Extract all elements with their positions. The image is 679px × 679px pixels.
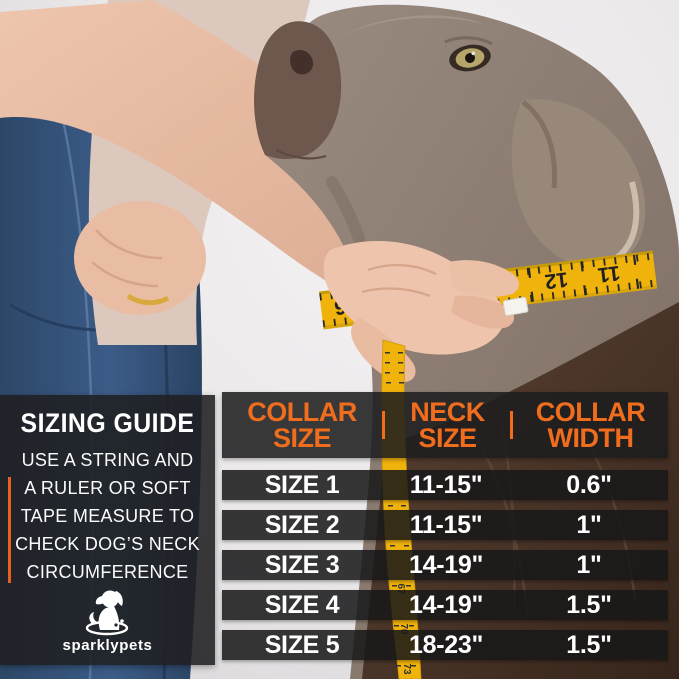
- header-line: NECK: [410, 397, 485, 427]
- dog-eye: [449, 44, 491, 72]
- cell-collar-size: SIZE 3: [264, 550, 340, 579]
- cell-neck-size: 11-15": [409, 470, 483, 499]
- puppy-logo-icon: [85, 590, 128, 636]
- person-fist: [74, 201, 206, 315]
- tape-number: 67: [395, 583, 406, 595]
- header-line: SIZE: [418, 423, 477, 453]
- instruction-line: CHECK DOG’S NECK: [15, 534, 200, 554]
- sizing-guide-panel: SIZING GUIDE USE A STRING AND A RULER OR…: [0, 395, 215, 665]
- tape-number: 12: [543, 267, 569, 293]
- cell-neck-size: 14-19": [409, 550, 483, 579]
- tape-end-tab: [502, 296, 529, 316]
- instruction-line: A RULER OR SOFT: [24, 478, 191, 498]
- column-header-collar-size: COLLAR SIZE: [222, 397, 382, 453]
- cell-collar-width: 1": [576, 510, 602, 539]
- column-header-collar-width: COLLAR WIDTH: [513, 397, 668, 453]
- instruction-line: CIRCUMFERENCE: [26, 562, 189, 582]
- size-chart-row: SIZE 3 14-19" 1": [222, 550, 668, 580]
- dog-nose: [254, 21, 342, 159]
- instruction-line: TAPE MEASURE TO: [20, 506, 195, 526]
- cell-collar-width: 1.5": [566, 590, 612, 619]
- cell-collar-width: 1": [576, 550, 602, 579]
- column-divider: [382, 411, 385, 439]
- sizing-guide-instructions: USE A STRING AND A RULER OR SOFT TAPE ME…: [0, 446, 215, 586]
- cell-collar-width: 0.6": [566, 470, 612, 499]
- cell-collar-width: 1.5": [566, 630, 612, 659]
- size-chart: COLLAR SIZE NECK SIZE COLLAR WIDTH SIZE …: [222, 392, 668, 660]
- size-chart-row: SIZE 1 11-15" 0.6": [222, 470, 668, 500]
- column-divider: [510, 411, 513, 439]
- sparklypets-logo: [0, 588, 215, 636]
- instruction-line: USE A STRING AND: [21, 450, 194, 470]
- sizing-guide-title: SIZING GUIDE: [20, 408, 195, 438]
- header-line: COLLAR: [535, 397, 646, 427]
- cell-neck-size: 14-19": [409, 590, 483, 619]
- column-header-neck-size: NECK SIZE: [385, 397, 510, 453]
- cell-neck-size: 11-15": [409, 510, 483, 539]
- header-line: COLLAR: [247, 397, 357, 427]
- tape-number: 73: [401, 663, 412, 675]
- brand-name: sparklypets: [62, 637, 153, 654]
- size-chart-row: SIZE 2 11-15" 1": [222, 510, 668, 540]
- size-chart-row: SIZE 5 18-23" 1.5": [222, 630, 668, 660]
- ring: [126, 293, 170, 306]
- header-line: WIDTH: [547, 423, 634, 453]
- header-line: SIZE: [272, 423, 332, 453]
- cell-collar-size: SIZE 2: [264, 510, 340, 539]
- orange-accent-bar: [8, 477, 11, 583]
- dog-ear: [511, 99, 646, 269]
- tape-number: 11: [596, 261, 621, 287]
- cell-collar-size: SIZE 1: [264, 470, 340, 499]
- cell-neck-size: 18-23": [409, 630, 483, 659]
- tape-number: 70: [398, 623, 409, 635]
- cell-collar-size: SIZE 4: [264, 590, 340, 619]
- cell-collar-size: SIZE 5: [264, 630, 340, 659]
- size-chart-header: COLLAR SIZE NECK SIZE COLLAR WIDTH: [222, 392, 668, 458]
- size-chart-row: SIZE 4 14-19" 1.5": [222, 590, 668, 620]
